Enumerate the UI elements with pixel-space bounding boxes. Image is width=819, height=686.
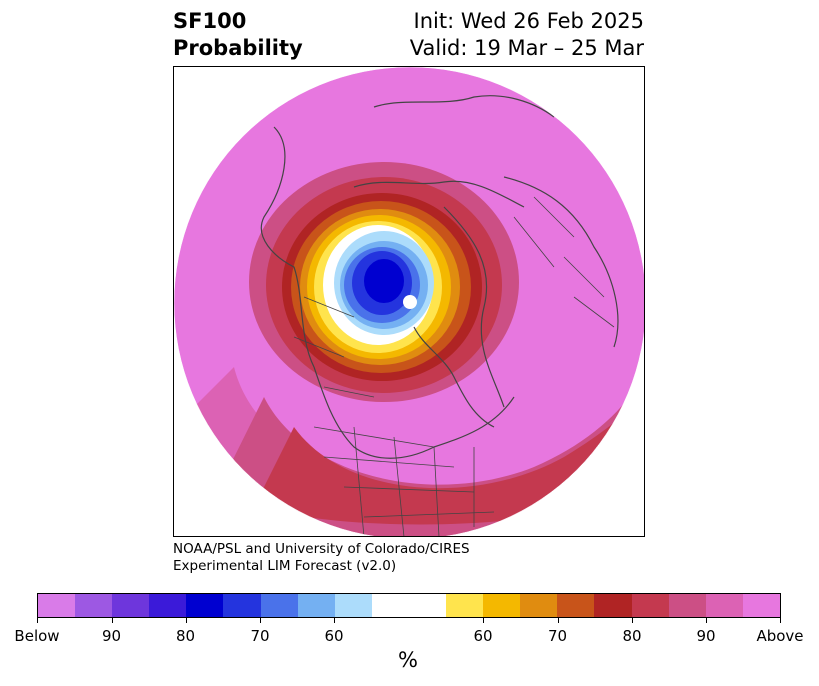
- colorbar-segment: [594, 594, 632, 617]
- colorbar-tick-mark: [334, 618, 335, 623]
- coastlines: [260, 95, 619, 459]
- colorbar-tick-mark: [557, 618, 559, 623]
- colorbar-segment: [668, 594, 706, 617]
- colorbar-tick-mark: [632, 618, 633, 623]
- colorbar: [37, 593, 781, 618]
- title-line-2: Probability: [173, 36, 303, 60]
- colorbar-tick-label: 70: [250, 627, 270, 645]
- colorbar-tick-mark: [706, 618, 707, 623]
- colorbar-tick-label: 70: [547, 627, 568, 645]
- colorbar-tick-mark: [111, 618, 113, 623]
- colorbar-segment: [557, 594, 595, 617]
- chart-title: SF100 Probability: [173, 8, 303, 62]
- colorbar-segment: [371, 594, 447, 617]
- colorbar-segment: [334, 594, 372, 617]
- colorbar-segment: [149, 594, 187, 617]
- colorbar-segment: [297, 594, 335, 617]
- below-90: [364, 259, 404, 303]
- colorbar-tick-mark: [37, 618, 38, 623]
- colorbar-segment: [742, 594, 780, 617]
- colorbar-tick-label: Below: [14, 627, 60, 645]
- colorbar-segment: [38, 594, 76, 617]
- colorbar-tick-mark: [185, 618, 187, 623]
- map-frame: [173, 66, 645, 537]
- colorbar-segment: [112, 594, 150, 617]
- colorbar-segment: [446, 594, 484, 617]
- credit-line-2: Experimental LIM Forecast (v2.0): [173, 558, 397, 574]
- colorbar-tick-label: 60: [473, 627, 493, 645]
- credits: NOAA/PSL and University of Colorado/CIRE…: [173, 541, 470, 575]
- colorbar-segment: [705, 594, 743, 617]
- colorbar-segment: [186, 594, 224, 617]
- pole-hole: [403, 295, 417, 309]
- political-borders: [293, 196, 615, 536]
- valid-date: Valid: 19 Mar – 25 Mar: [409, 36, 644, 60]
- title-line-1: SF100: [173, 9, 247, 33]
- field-band-red: [254, 387, 644, 525]
- colorbar-segment: [75, 594, 113, 617]
- credit-line-1: NOAA/PSL and University of Colorado/CIRE…: [173, 541, 470, 557]
- colorbar-unit: %: [398, 648, 418, 672]
- colorbar-tick-label: 90: [101, 627, 122, 645]
- colorbar-segment: [483, 594, 521, 617]
- colorbar-tick-mark: [483, 618, 484, 623]
- colorbar-tick-label: 60: [324, 627, 344, 645]
- colorbar-tick-mark: [780, 618, 781, 623]
- colorbar-segment: [631, 594, 669, 617]
- colorbar-tick-mark: [260, 618, 261, 623]
- colorbar-segment: [223, 594, 261, 617]
- colorbar-tick-label: 90: [696, 627, 716, 645]
- colorbar-tick-label: 80: [622, 627, 642, 645]
- polar-map: [174, 67, 644, 536]
- colorbar-tick-label: Above: [756, 627, 804, 645]
- colorbar-tick-label: 80: [175, 627, 196, 645]
- init-date: Init: Wed 26 Feb 2025: [413, 9, 644, 33]
- colorbar-segment: [520, 594, 558, 617]
- forecast-dates: Init: Wed 26 Feb 2025 Valid: 19 Mar – 25…: [410, 8, 644, 62]
- colorbar-segment: [260, 594, 298, 617]
